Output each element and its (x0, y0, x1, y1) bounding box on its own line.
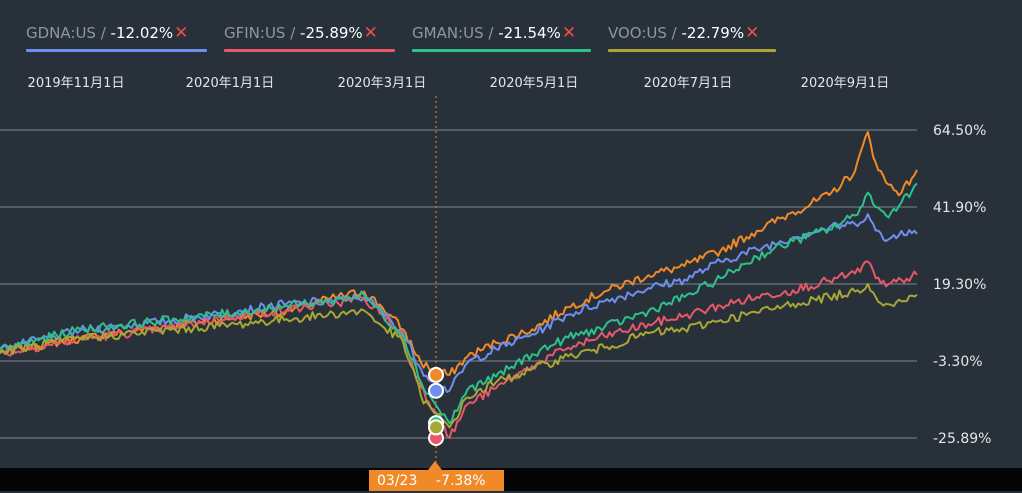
timeline-footer (0, 468, 1022, 491)
legend-swatch (224, 49, 395, 52)
crosshair-point (428, 366, 444, 383)
chart-legend: GDNA:US / -12.02%✕ GFIN:US / -25.89%✕ GM… (0, 0, 1022, 60)
crosshair-pointer (428, 461, 442, 470)
series-line (0, 182, 918, 425)
crosshair-date: 03/23 (377, 473, 418, 489)
legend-separator: / (285, 24, 301, 42)
crosshair-value: -7.38% (436, 473, 486, 489)
crosshair-point (428, 382, 444, 399)
remove-series-icon[interactable]: ✕ (174, 23, 189, 43)
x-tick-label: 2020年5月1日 (490, 76, 579, 91)
series-lines (0, 131, 918, 439)
legend-ticker: GFIN:US (224, 24, 286, 42)
series-line (0, 131, 918, 376)
y-tick-label: 41.90% (933, 200, 986, 216)
x-tick-label: 2020年1月1日 (186, 76, 275, 91)
y-tick-label: -25.89% (933, 431, 991, 447)
legend-separator: / (666, 24, 682, 42)
crosshair-point (428, 419, 444, 436)
y-tick-label: -3.30% (933, 354, 983, 370)
series-line (0, 213, 918, 393)
legend-ticker: GMAN:US (412, 24, 484, 42)
legend-item-gfin[interactable]: GFIN:US / -25.89%✕ (224, 22, 395, 52)
legend-item-voo[interactable]: VOO:US / -22.79%✕ (608, 22, 776, 52)
series-line (0, 283, 918, 429)
legend-separator: / (95, 24, 111, 42)
legend-swatch (26, 49, 207, 52)
legend-ticker: GDNA:US (26, 24, 96, 42)
remove-series-icon[interactable]: ✕ (363, 23, 378, 43)
x-tick-label: 2020年3月1日 (338, 76, 427, 91)
y-axis-tick-labels: 64.50% 41.90% 19.30% -3.30% -25.89% (933, 123, 991, 447)
remove-series-icon[interactable]: ✕ (561, 23, 577, 43)
grid-lines (0, 129, 917, 439)
legend-ticker: VOO:US (608, 24, 667, 42)
series-line (0, 260, 918, 439)
y-tick-label: 64.50% (933, 123, 986, 139)
crosshair-readout: 03/23 -7.38% (369, 470, 504, 491)
legend-swatch (412, 49, 591, 52)
legend-item-gman[interactable]: GMAN:US / -21.54%✕ (412, 22, 591, 52)
x-axis-tick-labels: 2019年11月1日 2020年1月1日 2020年3月1日 2020年5月1日 202… (28, 76, 890, 91)
legend-percent: -22.79% (681, 24, 745, 42)
legend-percent: -25.89% (300, 24, 363, 42)
legend-item-gdna[interactable]: GDNA:US / -12.02%✕ (26, 22, 207, 52)
x-tick-label: 2020年7月1日 (644, 76, 733, 91)
y-tick-label: 19.30% (933, 277, 986, 293)
crosshair-markers (428, 366, 444, 446)
remove-series-icon[interactable]: ✕ (745, 23, 760, 43)
x-tick-label: 2019年11月1日 (28, 76, 125, 91)
legend-swatch (608, 49, 776, 52)
legend-percent: -21.54% (498, 24, 561, 42)
x-tick-label: 2020年9月1日 (801, 76, 890, 91)
legend-percent: -12.02% (110, 24, 174, 42)
legend-separator: / (483, 24, 499, 42)
